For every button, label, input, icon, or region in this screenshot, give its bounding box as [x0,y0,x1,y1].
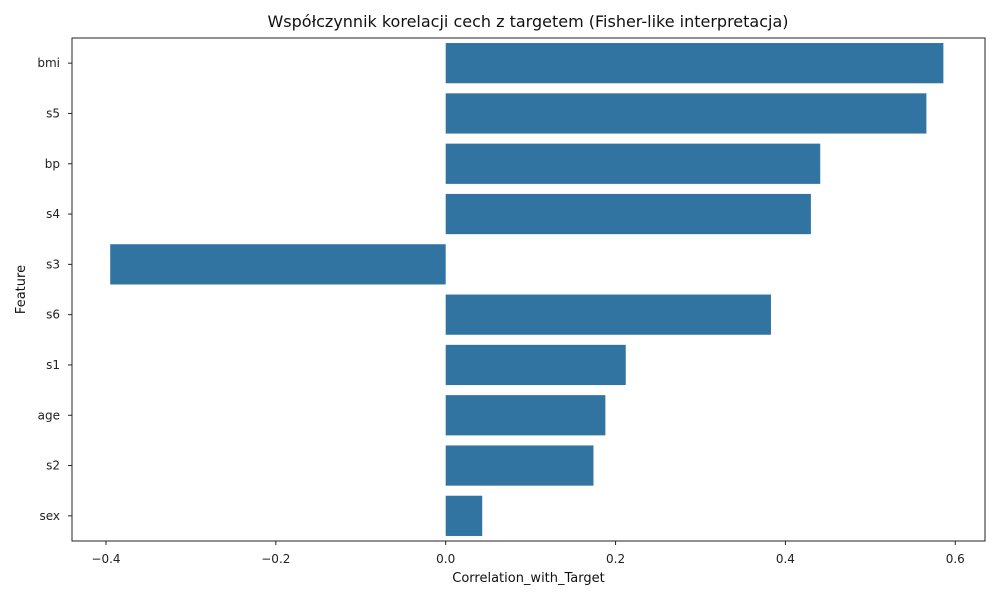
x-tick-label: −0.4 [91,552,120,566]
y-ticks: bmi s5 bp s4 s3 s6 s1 age s2 sex [37,56,72,523]
y-tick-label: sex [39,509,60,523]
chart-title: Współczynnik korelacji cech z targetem (… [267,12,789,31]
x-axis-label: Correlation_with_Target [452,571,604,586]
bar-s5 [445,93,927,134]
bar-bmi [445,43,944,84]
y-tick-label: age [38,408,60,422]
bar-s6 [445,294,771,335]
bar-s1 [445,344,626,386]
x-tick-label: 0.0 [436,552,455,566]
bar-age [445,395,606,436]
x-ticks: −0.4 −0.2 0.0 0.2 0.4 0.6 [91,541,965,566]
bars [110,43,944,536]
y-axis-label: Feature [14,265,29,314]
plot-frame [71,37,986,542]
bar-sex [445,495,483,536]
bar-bp [445,143,821,184]
x-tick-label: −0.2 [261,552,290,566]
bar-s3 [110,244,446,285]
y-tick-label: bmi [37,56,60,70]
y-tick-label: bp [45,157,60,171]
x-tick-label: 0.4 [776,552,795,566]
y-tick-label: s2 [46,459,60,473]
bar-s4 [445,193,811,235]
y-tick-label: s6 [46,308,60,322]
y-tick-label: s1 [46,358,60,372]
x-tick-label: 0.2 [606,552,625,566]
y-tick-label: s5 [46,106,60,120]
bar-s2 [445,445,594,486]
y-tick-label: s4 [46,207,60,221]
y-tick-label: s3 [46,257,60,271]
x-tick-label: 0.6 [946,552,965,566]
